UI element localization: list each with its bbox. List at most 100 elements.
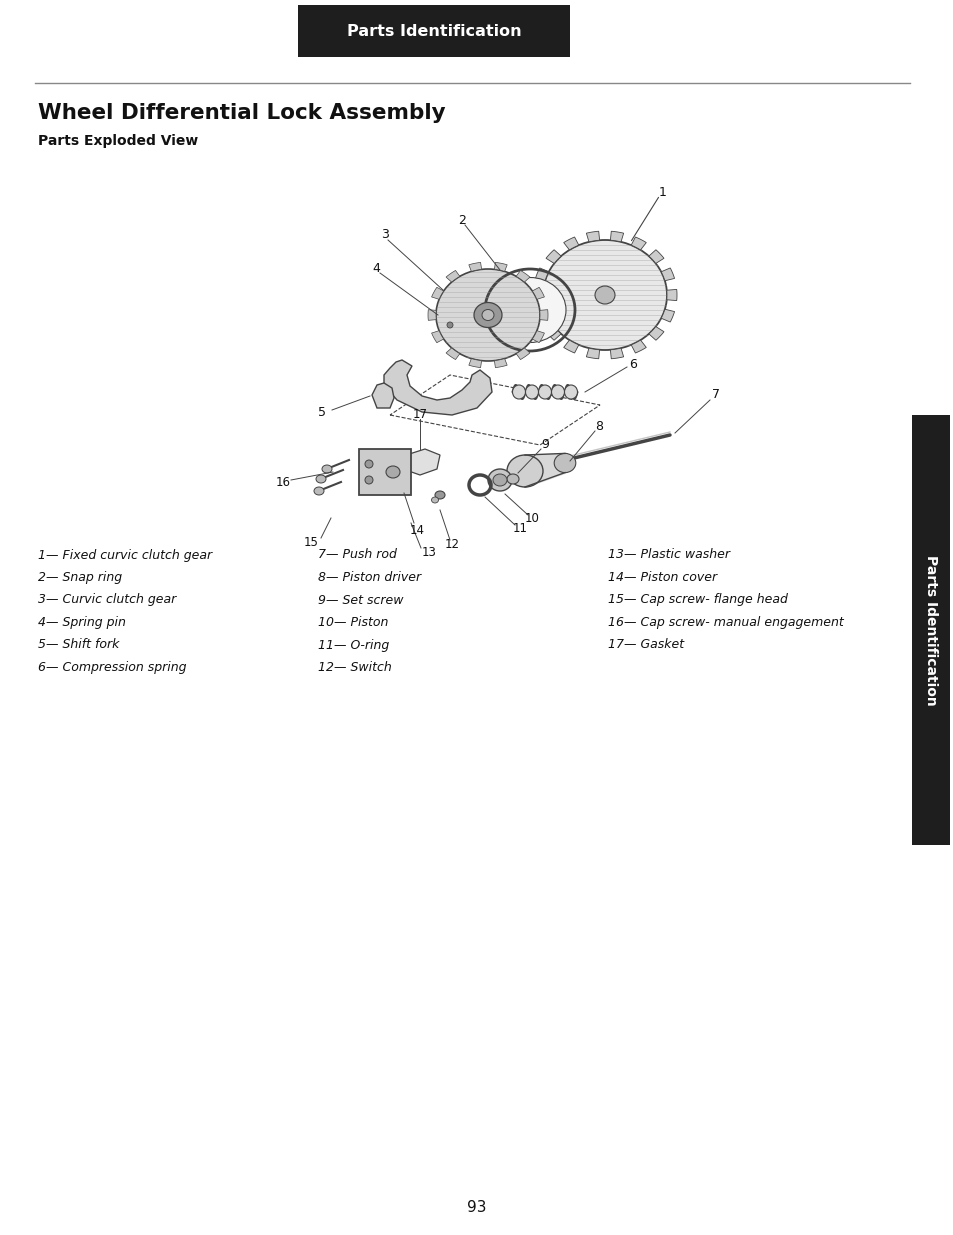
- Text: 5: 5: [317, 406, 326, 420]
- Ellipse shape: [386, 466, 399, 478]
- Text: 17: 17: [412, 408, 427, 420]
- Polygon shape: [516, 348, 530, 359]
- Polygon shape: [648, 249, 663, 263]
- Ellipse shape: [506, 474, 518, 484]
- Text: 10: 10: [524, 511, 538, 525]
- Ellipse shape: [512, 385, 525, 399]
- Polygon shape: [631, 340, 645, 353]
- Circle shape: [365, 459, 373, 468]
- Polygon shape: [532, 288, 544, 299]
- Polygon shape: [648, 326, 663, 341]
- FancyBboxPatch shape: [297, 5, 569, 57]
- Ellipse shape: [315, 475, 326, 483]
- Ellipse shape: [551, 385, 564, 399]
- Polygon shape: [535, 309, 548, 322]
- Text: Parts Identification: Parts Identification: [923, 555, 937, 705]
- Text: 8: 8: [595, 420, 602, 433]
- Polygon shape: [660, 268, 674, 280]
- Polygon shape: [431, 288, 443, 299]
- Text: 9: 9: [540, 438, 548, 452]
- Polygon shape: [431, 331, 443, 342]
- Polygon shape: [586, 231, 599, 242]
- FancyBboxPatch shape: [358, 450, 411, 495]
- FancyBboxPatch shape: [911, 415, 949, 845]
- Text: 6— Compression spring: 6— Compression spring: [38, 661, 186, 674]
- Text: 4— Spring pin: 4— Spring pin: [38, 616, 126, 629]
- Polygon shape: [610, 231, 623, 242]
- Text: 3: 3: [380, 228, 389, 242]
- Ellipse shape: [474, 303, 501, 327]
- Polygon shape: [468, 262, 481, 272]
- Text: 93: 93: [467, 1199, 486, 1214]
- Text: 13: 13: [421, 547, 436, 559]
- Polygon shape: [494, 262, 507, 272]
- Text: 12— Switch: 12— Switch: [317, 661, 392, 674]
- Polygon shape: [660, 309, 674, 322]
- Ellipse shape: [481, 310, 494, 321]
- Text: 12: 12: [444, 538, 459, 552]
- Text: Parts Identification: Parts Identification: [346, 23, 520, 38]
- Text: 9— Set screw: 9— Set screw: [317, 594, 403, 606]
- Text: 8— Piston driver: 8— Piston driver: [317, 571, 420, 584]
- Text: 1— Fixed curvic clutch gear: 1— Fixed curvic clutch gear: [38, 548, 212, 562]
- Text: 3— Curvic clutch gear: 3— Curvic clutch gear: [38, 594, 176, 606]
- Polygon shape: [428, 310, 436, 320]
- Text: 7: 7: [711, 389, 720, 401]
- Polygon shape: [610, 348, 623, 358]
- Text: 13— Plastic washer: 13— Plastic washer: [607, 548, 729, 562]
- Polygon shape: [563, 237, 578, 249]
- Ellipse shape: [494, 278, 565, 342]
- Ellipse shape: [542, 240, 666, 350]
- Polygon shape: [532, 331, 544, 342]
- Text: Wheel Differential Lock Assembly: Wheel Differential Lock Assembly: [38, 103, 445, 124]
- Polygon shape: [384, 359, 492, 415]
- Ellipse shape: [554, 453, 576, 473]
- Polygon shape: [494, 358, 507, 368]
- Text: 7— Push rod: 7— Push rod: [317, 548, 396, 562]
- Ellipse shape: [564, 385, 577, 399]
- Text: 16: 16: [275, 475, 291, 489]
- Text: 11— O-ring: 11— O-ring: [317, 638, 389, 652]
- Circle shape: [447, 322, 453, 329]
- Text: 5— Shift fork: 5— Shift fork: [38, 638, 119, 652]
- Text: 6: 6: [628, 357, 637, 370]
- Text: 10— Piston: 10— Piston: [317, 616, 388, 629]
- Text: 16— Cap screw- manual engagement: 16— Cap screw- manual engagement: [607, 616, 842, 629]
- Ellipse shape: [435, 492, 444, 499]
- Ellipse shape: [493, 474, 506, 487]
- Circle shape: [365, 475, 373, 484]
- Polygon shape: [666, 289, 677, 300]
- Polygon shape: [539, 310, 547, 320]
- Text: 4: 4: [372, 262, 379, 274]
- Text: Parts Exploded View: Parts Exploded View: [38, 135, 198, 148]
- Polygon shape: [372, 383, 394, 408]
- Polygon shape: [545, 249, 560, 263]
- Text: 11: 11: [512, 522, 527, 536]
- Polygon shape: [545, 326, 560, 341]
- Text: 15— Cap screw- flange head: 15— Cap screw- flange head: [607, 594, 787, 606]
- Ellipse shape: [314, 487, 324, 495]
- Ellipse shape: [525, 385, 537, 399]
- Ellipse shape: [595, 287, 615, 304]
- Text: 1: 1: [659, 185, 666, 199]
- Ellipse shape: [488, 469, 512, 492]
- Text: 2: 2: [457, 214, 465, 226]
- Polygon shape: [533, 289, 542, 300]
- Polygon shape: [563, 340, 578, 353]
- Polygon shape: [631, 237, 645, 249]
- Polygon shape: [446, 270, 459, 282]
- Ellipse shape: [322, 466, 332, 473]
- Ellipse shape: [506, 454, 542, 487]
- Text: 15: 15: [303, 536, 318, 550]
- Polygon shape: [535, 268, 548, 280]
- Ellipse shape: [431, 496, 438, 503]
- Text: 17— Gasket: 17— Gasket: [607, 638, 683, 652]
- Polygon shape: [516, 270, 530, 282]
- Ellipse shape: [436, 269, 539, 361]
- Text: 14— Piston cover: 14— Piston cover: [607, 571, 717, 584]
- Text: 14: 14: [409, 525, 424, 537]
- Polygon shape: [468, 358, 481, 368]
- Polygon shape: [446, 348, 459, 359]
- Text: 2— Snap ring: 2— Snap ring: [38, 571, 122, 584]
- Ellipse shape: [537, 385, 551, 399]
